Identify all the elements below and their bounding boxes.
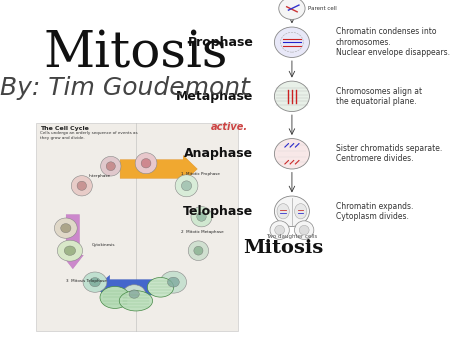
Ellipse shape xyxy=(275,225,284,235)
Ellipse shape xyxy=(123,285,145,304)
Ellipse shape xyxy=(175,175,198,197)
Text: Telophase: Telophase xyxy=(183,205,253,218)
FancyArrow shape xyxy=(62,215,83,269)
FancyArrow shape xyxy=(120,155,197,183)
Ellipse shape xyxy=(274,196,310,226)
Ellipse shape xyxy=(295,221,314,239)
Ellipse shape xyxy=(100,286,130,308)
Ellipse shape xyxy=(188,241,209,261)
Ellipse shape xyxy=(274,27,310,57)
Text: Two daughter cells: Two daughter cells xyxy=(266,234,318,239)
Text: Mitosis: Mitosis xyxy=(44,29,228,79)
Text: Cytokinesis: Cytokinesis xyxy=(92,243,116,247)
Ellipse shape xyxy=(194,246,203,255)
FancyArrow shape xyxy=(95,275,166,299)
Text: Interphase: Interphase xyxy=(89,174,111,178)
Ellipse shape xyxy=(147,277,174,297)
Ellipse shape xyxy=(129,290,140,298)
Ellipse shape xyxy=(77,181,86,190)
Text: Prophase: Prophase xyxy=(188,36,253,49)
Text: Cells undergo an orderly sequence of events as
they grow and divide.: Cells undergo an orderly sequence of eve… xyxy=(40,131,137,140)
Text: Metaphase: Metaphase xyxy=(176,90,253,103)
Ellipse shape xyxy=(274,81,310,112)
Ellipse shape xyxy=(71,176,92,196)
Text: 1  Mitotic Prophase: 1 Mitotic Prophase xyxy=(181,172,220,176)
Text: Mitosis: Mitosis xyxy=(243,239,323,258)
Ellipse shape xyxy=(106,162,115,171)
Ellipse shape xyxy=(270,221,289,239)
Ellipse shape xyxy=(101,156,121,176)
Ellipse shape xyxy=(191,207,212,227)
Ellipse shape xyxy=(279,0,305,19)
Text: The Cell Cycle: The Cell Cycle xyxy=(40,126,88,131)
Text: Parent cell: Parent cell xyxy=(308,6,337,11)
Ellipse shape xyxy=(197,212,206,221)
Ellipse shape xyxy=(64,246,76,256)
Ellipse shape xyxy=(119,291,153,311)
Text: 3  Mitosis Telophase: 3 Mitosis Telophase xyxy=(66,279,107,283)
Ellipse shape xyxy=(295,203,307,219)
Text: Chromosomes align at
the equatorial plane.: Chromosomes align at the equatorial plan… xyxy=(336,87,422,106)
FancyBboxPatch shape xyxy=(36,123,238,331)
Ellipse shape xyxy=(299,225,309,235)
Text: Sister chromatids separate.
Centromere divides.: Sister chromatids separate. Centromere d… xyxy=(336,144,442,164)
Text: By: Tim Goudemont: By: Tim Goudemont xyxy=(0,76,250,100)
Ellipse shape xyxy=(181,181,192,191)
Ellipse shape xyxy=(90,277,100,287)
Ellipse shape xyxy=(167,277,179,287)
Ellipse shape xyxy=(277,203,289,219)
Ellipse shape xyxy=(160,271,187,293)
Text: 2  Mitotic Metaphase: 2 Mitotic Metaphase xyxy=(181,230,224,234)
Ellipse shape xyxy=(274,139,310,169)
Text: active.: active. xyxy=(212,122,248,132)
Ellipse shape xyxy=(83,272,107,292)
Ellipse shape xyxy=(57,240,82,261)
Text: Chromatin condenses into
chromosomes.
Nuclear envelope disappears.: Chromatin condenses into chromosomes. Nu… xyxy=(336,27,450,57)
Text: Anaphase: Anaphase xyxy=(184,147,253,160)
Ellipse shape xyxy=(61,224,71,233)
Ellipse shape xyxy=(135,153,157,174)
Ellipse shape xyxy=(141,159,151,168)
Text: Chromatin expands.
Cytoplasm divides.: Chromatin expands. Cytoplasm divides. xyxy=(336,201,413,221)
Ellipse shape xyxy=(54,218,77,238)
